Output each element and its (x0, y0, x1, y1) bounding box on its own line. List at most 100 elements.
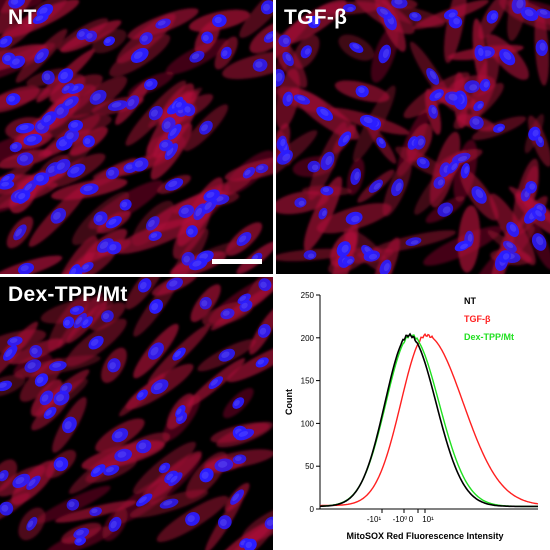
cell-nucleus (235, 428, 255, 441)
nucleus-highlight (163, 121, 171, 129)
nucleus-highlight (36, 376, 44, 384)
cell-nucleus (5, 93, 20, 106)
cell-nucleus (300, 45, 312, 59)
nucleus-highlight (368, 253, 378, 260)
nucleus-highlight (166, 147, 174, 156)
nucleus-highlight (260, 281, 267, 289)
cell-nucleus (103, 36, 116, 47)
nucleus-highlight (90, 339, 99, 346)
cell-nucleus (7, 336, 23, 347)
nucleus-highlight (106, 467, 114, 473)
cell-nucleus (43, 406, 57, 420)
cell-nucleus (531, 233, 547, 251)
nuclei-layer (276, 0, 550, 274)
cell-nucleus (29, 345, 43, 358)
cell-nucleus (103, 464, 120, 476)
nucleus-highlight (311, 164, 319, 171)
nucleus-highlight (64, 319, 70, 326)
cell-nucleus (61, 96, 79, 110)
nucleus-highlight (307, 253, 315, 259)
nucleus-highlight (107, 169, 115, 176)
cell-nucleus (201, 31, 214, 44)
cell-nucleus (135, 439, 152, 454)
nucleus-highlight (20, 265, 29, 272)
cell-nucleus (428, 104, 438, 119)
cell-nucleus (185, 512, 200, 526)
micrograph-image-dex-tpp-mt (0, 277, 273, 550)
cell-nucleus (264, 516, 273, 530)
cell-nucleus (62, 416, 77, 434)
cell-nucleus (41, 70, 55, 85)
nucleus-highlight (108, 218, 117, 225)
nucleus-highlight (11, 58, 20, 65)
cell-nucleus (218, 348, 235, 362)
nucleus-highlight (121, 201, 128, 208)
cell-nucleus (444, 91, 463, 106)
nucleus-highlight (532, 129, 539, 137)
cell-nucleus (80, 261, 94, 273)
cell-nucleus (220, 308, 235, 320)
nucleus-highlight (102, 313, 110, 320)
x-tick-label: 10¹ (422, 515, 434, 524)
cell-nucleus (53, 456, 69, 472)
cell-nucleus (336, 241, 351, 257)
nucleus-highlight (75, 538, 82, 543)
nucleus-highlight (0, 473, 5, 479)
nucleus-highlight (117, 451, 127, 458)
cell-nucleus (182, 103, 196, 117)
cell-nucleus (81, 316, 93, 329)
cell-nucleus (520, 7, 539, 22)
nucleus-highlight (410, 240, 419, 245)
nucleus-highlight (83, 185, 93, 192)
x-tick-label: -10¹ (367, 515, 382, 524)
cell-nucleus (167, 123, 182, 140)
cell-nucleus (439, 162, 451, 178)
nucleus-highlight (150, 109, 158, 117)
cell-nucleus (79, 183, 99, 195)
nucleus-highlight (153, 382, 163, 391)
nucleus-highlight (114, 431, 123, 439)
cell-nucleus (471, 186, 487, 204)
nucleus-highlight (434, 92, 442, 99)
nucleus-highlight (539, 42, 546, 51)
legend-entry: Dex-TPP/Mt (464, 332, 514, 342)
nucleus-highlight (363, 116, 373, 124)
nucleus-highlight (451, 163, 458, 170)
cell-nucleus (26, 516, 38, 531)
nucleus-highlight (161, 141, 169, 148)
nucleus-highlight (201, 471, 209, 479)
nucleus-highlight (86, 33, 93, 39)
cell-nucleus (12, 473, 31, 488)
cell-nucleus (293, 94, 311, 105)
nucleus-highlight (0, 382, 7, 388)
nucleus-highlight (56, 162, 65, 170)
cell-nucleus (525, 180, 537, 194)
nucleus-highlight (234, 456, 242, 461)
nucleus-highlight (266, 519, 273, 526)
nucleus-highlight (220, 519, 227, 527)
nucleus-highlight (41, 394, 49, 402)
cell-nucleus (148, 231, 162, 241)
cell-nucleus (263, 30, 273, 43)
nucleus-highlight (109, 244, 117, 251)
y-axis-label: Count (284, 389, 294, 415)
nucleus-highlight (28, 479, 36, 487)
cell-nucleus (498, 250, 511, 263)
cell-nucleus (342, 3, 356, 13)
nucleus-highlight (0, 38, 8, 45)
cell-nucleus (243, 538, 257, 550)
nucleus-highlight (394, 0, 403, 5)
cell-nucleus (105, 166, 120, 180)
nucleus-highlight (342, 134, 350, 143)
nucleus-highlight (11, 143, 18, 150)
cell-nucleus (132, 157, 149, 172)
cell-nucleus (136, 493, 153, 507)
nucleus-highlight (1, 504, 9, 512)
nucleus-highlight (183, 255, 190, 263)
nucleus-highlight (417, 138, 424, 146)
nucleus-highlight (538, 136, 543, 143)
cell-nucleus (189, 50, 205, 63)
cell-nucleus (61, 83, 75, 94)
nucleus-highlight (64, 421, 72, 430)
nucleus-highlight (56, 107, 65, 115)
